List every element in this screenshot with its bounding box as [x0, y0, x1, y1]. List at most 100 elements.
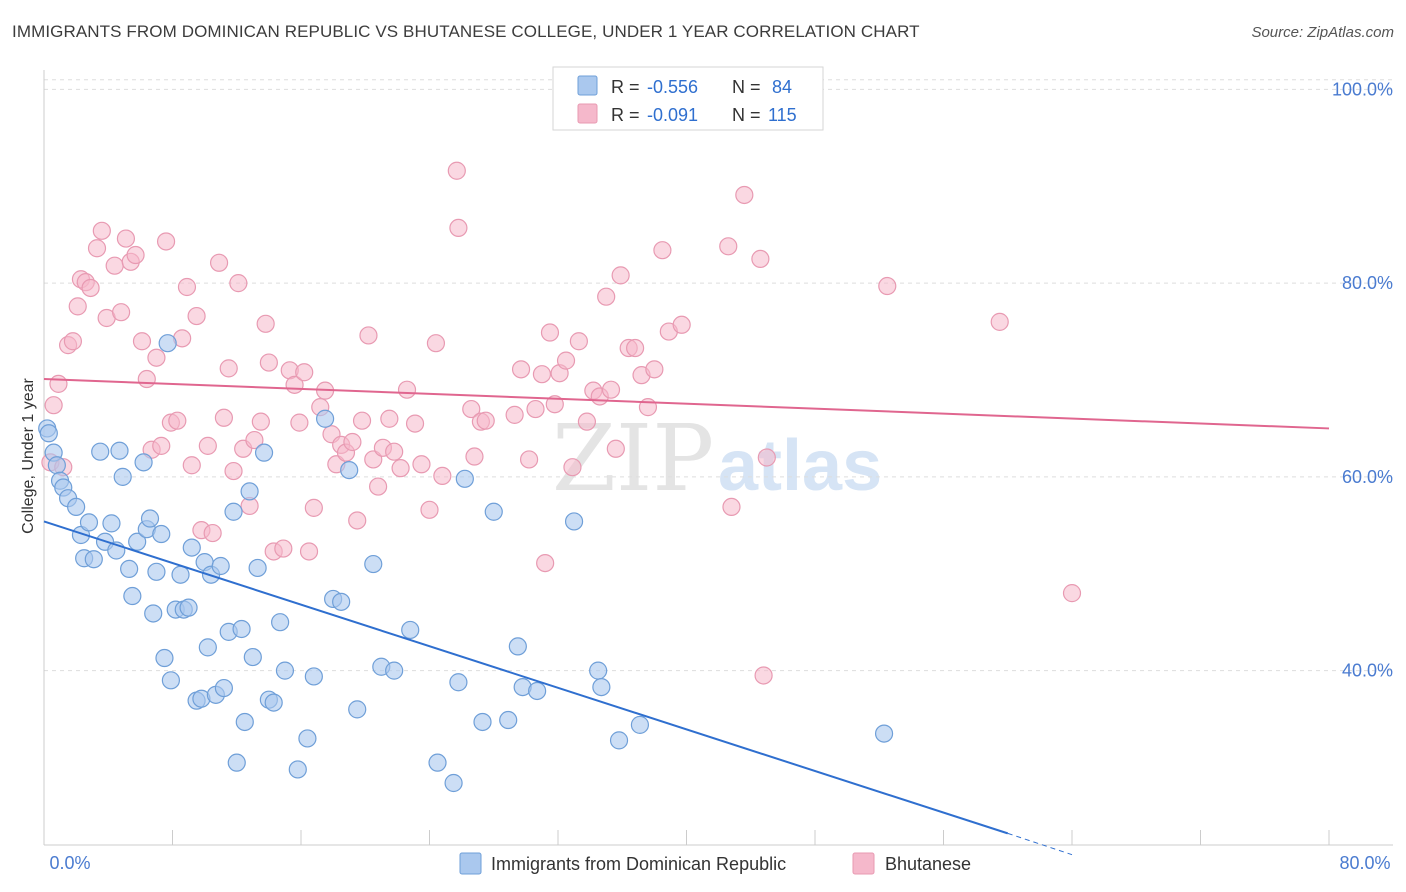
bhutanese-point	[606, 439, 625, 458]
pink-stats-swatch	[577, 103, 598, 124]
dominican-point	[401, 620, 420, 640]
bhutanese-point	[672, 315, 691, 334]
bhutanese-point	[111, 303, 131, 322]
stats-legend-box	[552, 66, 824, 131]
dominican-point	[528, 681, 547, 701]
dominican-point	[161, 671, 180, 690]
bhutanese-point	[49, 374, 68, 393]
dominican-point	[110, 441, 129, 460]
y-tick-label-60: 60.0%	[1342, 467, 1393, 487]
pink-r-label: R =	[611, 105, 640, 125]
grid-lines	[44, 79, 1393, 672]
chart-title: IMMIGRANTS FROM DOMINICAN REPUBLIC VS BH…	[12, 22, 920, 41]
dominican-point	[155, 648, 174, 668]
bhutanese-point	[601, 380, 621, 399]
bhutanese-point	[465, 447, 484, 466]
dominican-point	[484, 502, 503, 521]
dominican-point	[158, 334, 177, 353]
dominican-point	[224, 502, 243, 521]
dominican-point	[214, 678, 233, 698]
watermark-zip: ZIP	[552, 405, 714, 512]
dominican-point	[84, 550, 103, 569]
y-tick-label-80: 80.0%	[1342, 273, 1393, 293]
dominican-point	[152, 524, 171, 544]
blue-n-label: N =	[732, 77, 761, 97]
bhutanese-point	[92, 221, 111, 240]
bhutanese-point	[447, 161, 466, 180]
dominican-point	[455, 469, 474, 488]
dominican-point	[609, 731, 629, 750]
bhutanese-point	[990, 312, 1009, 331]
blue-r-label: R =	[611, 77, 640, 97]
bhutanese-point	[156, 232, 176, 251]
bhutanese-point	[405, 414, 425, 433]
dominican-point	[364, 554, 383, 574]
y-axis-title: College, Under 1 year	[20, 378, 37, 534]
bhutanese-point	[81, 278, 100, 298]
bottom-legend: Immigrants from Dominican Republic Bhuta…	[459, 852, 971, 875]
bhutanese-point	[878, 276, 897, 296]
bhutanese-point	[536, 553, 555, 573]
bhutanese-point	[645, 360, 664, 379]
dominican-point	[499, 710, 518, 730]
bhutanese-point	[462, 399, 481, 419]
bhutanese-point	[577, 412, 597, 431]
bhutanese-point	[391, 459, 410, 478]
dominican-point	[128, 532, 147, 551]
bhutanese-point	[295, 363, 314, 382]
bhutanese-point	[757, 448, 776, 467]
bhutanese-point	[611, 266, 630, 285]
dominican-point	[254, 443, 274, 462]
bhutanese-point	[359, 326, 378, 345]
dominican-point	[227, 753, 246, 772]
dominican-point	[113, 467, 132, 486]
dominican-trend-extension	[1007, 832, 1073, 856]
pink-n-label: N =	[732, 105, 761, 125]
bhutanese-point	[364, 450, 383, 469]
legend-label-dominican: Immigrants from Dominican Republic	[491, 854, 786, 874]
bhutanese-point	[105, 256, 124, 275]
blue-stats-swatch	[577, 75, 598, 96]
x-axis-ticks	[43, 830, 1330, 845]
dominican-point	[264, 693, 283, 712]
dominican-point	[232, 619, 251, 639]
bhutanese-point	[526, 399, 545, 419]
dominican-point	[449, 673, 468, 692]
dominican-point	[144, 604, 163, 623]
bhutanese-trend-line	[43, 378, 1330, 430]
bhutanese-point	[203, 523, 222, 543]
bhutanese-point	[369, 477, 388, 496]
bhutanese-point	[299, 542, 319, 561]
legend-label-bhutanese: Bhutanese	[885, 854, 971, 874]
dominican-point	[120, 559, 139, 579]
bhutanese-point	[116, 229, 136, 248]
dominican-point	[91, 442, 110, 461]
source-label: Source: ZipAtlas.com	[1251, 24, 1394, 41]
bhutanese-point	[152, 436, 171, 455]
dominican-point	[340, 460, 359, 480]
dominican-point	[288, 760, 307, 779]
bhutanese-point	[251, 412, 270, 431]
bhutanese-point	[177, 277, 197, 297]
dominican-point	[348, 700, 367, 719]
bhutanese-point	[563, 458, 582, 477]
dominican-point	[630, 715, 650, 734]
y-axis-tick-labels: 40.0% 60.0% 80.0% 100.0%	[1332, 79, 1393, 680]
bhutanese-point	[505, 405, 524, 424]
y-tick-label-100: 100.0%	[1332, 79, 1393, 99]
bhutanese-point	[63, 332, 83, 351]
bhutanese-point	[722, 497, 741, 517]
x-tick-label-min: 0.0%	[49, 853, 90, 873]
dominican-point	[248, 558, 267, 578]
bhutanese-point	[1062, 584, 1082, 603]
dominican-point	[298, 729, 317, 748]
bhutanese-points	[41, 161, 1082, 685]
dominican-point	[592, 677, 611, 697]
bhutanese-point	[224, 461, 243, 481]
bhutanese-point	[719, 237, 738, 256]
y-tick-label-40: 40.0%	[1342, 661, 1393, 681]
bhutanese-point	[569, 332, 588, 351]
bhutanese-point	[304, 498, 323, 517]
bhutanese-point	[229, 274, 248, 293]
pink-n-value: 115	[768, 105, 797, 125]
